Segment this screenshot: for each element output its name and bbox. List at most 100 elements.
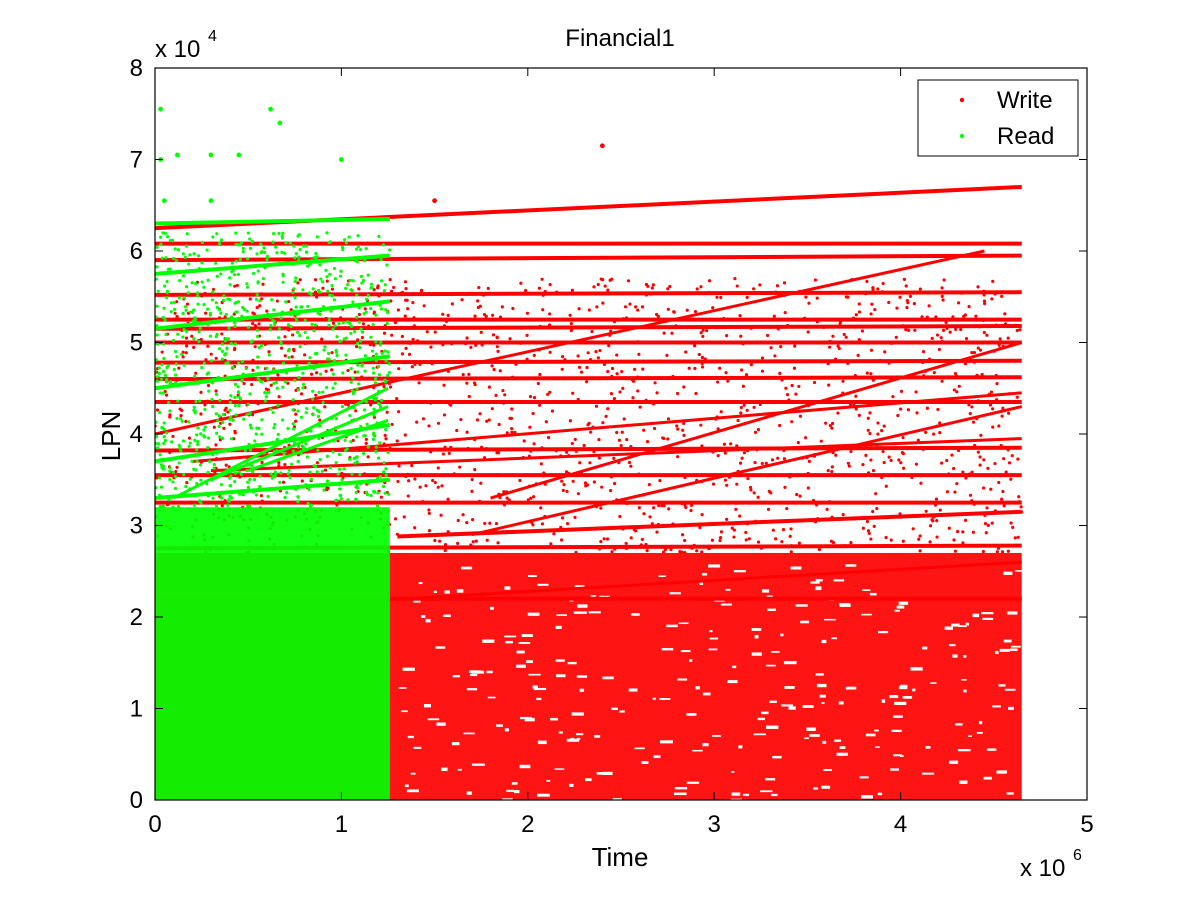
data-point [317,424,321,428]
data-point [853,373,857,378]
gap [733,570,746,573]
data-point [889,458,893,463]
data-point [582,443,586,448]
data-point [306,336,310,340]
data-point [989,487,993,491]
data-point [305,455,309,459]
data-point [395,397,399,401]
data-point [175,355,179,359]
data-point [433,330,437,334]
data-point [548,350,552,354]
data-point [645,439,650,444]
gap [727,680,738,684]
data-point [904,284,908,288]
data-point [574,449,578,453]
data-point [185,480,189,485]
data-point [719,295,723,300]
data-point [724,371,728,375]
data-point [271,327,275,331]
data-point [583,481,588,485]
gap [576,675,588,678]
data-point [555,290,559,294]
data-point [842,332,846,337]
data-point [952,388,956,392]
data-point [948,330,952,334]
data-point [171,434,175,438]
data-point [693,344,697,348]
data-point [179,449,183,453]
gap [889,695,899,699]
data-point [263,342,267,346]
data-point [285,490,289,495]
data-point [346,403,350,407]
data-point [500,377,504,381]
gap [725,588,731,591]
data-point [307,473,311,477]
data-point [213,470,217,474]
data-point [979,433,983,437]
data-point [482,456,487,460]
data-point [692,543,696,547]
x-multiplier-exponent: 6 [1073,847,1082,864]
data-point [921,447,925,451]
gap [816,683,827,688]
data-point [195,433,199,437]
data-point [155,358,158,362]
data-point [215,274,219,278]
gap [398,687,407,689]
data-point [196,254,201,258]
data-point [387,370,392,375]
data-point [789,550,793,554]
data-point [783,485,787,489]
data-point [184,336,189,340]
data-point [248,237,252,241]
data-point [756,340,760,344]
data-point [774,290,778,294]
data-point [662,504,666,508]
data-point [541,308,545,312]
data-point [887,361,891,365]
data-point [210,478,214,482]
data-point [164,380,168,384]
data-point [960,291,964,295]
data-point [826,362,830,366]
data-point [230,261,234,265]
data-point [206,307,210,311]
data-point [233,321,237,325]
gap [761,589,770,593]
data-point [396,479,400,484]
data-point [587,421,591,425]
gap [406,789,419,793]
data-point [187,444,191,448]
data-point [418,485,422,489]
data-point [264,391,269,395]
data-point [474,539,478,543]
gap [738,745,743,749]
data-point [476,305,481,310]
data-point [272,308,276,312]
data-point [693,366,697,371]
data-point [485,419,489,423]
data-point [224,463,228,467]
data-point [227,499,231,503]
data-point [174,259,179,263]
data-point [159,457,163,462]
data-point [400,352,405,356]
data-point [836,344,840,348]
data-point [303,330,307,335]
data-point [576,354,580,358]
data-point [305,264,310,268]
data-point [350,472,354,476]
data-point [294,388,298,392]
data-point [239,472,243,477]
gap [742,793,750,796]
data-point [168,450,172,454]
data-point [908,294,913,298]
data-point [287,401,291,405]
data-point [749,488,753,492]
data-point [218,435,222,439]
gap [802,705,814,708]
data-point [543,289,547,294]
data-point [340,478,344,482]
data-point [333,324,337,328]
